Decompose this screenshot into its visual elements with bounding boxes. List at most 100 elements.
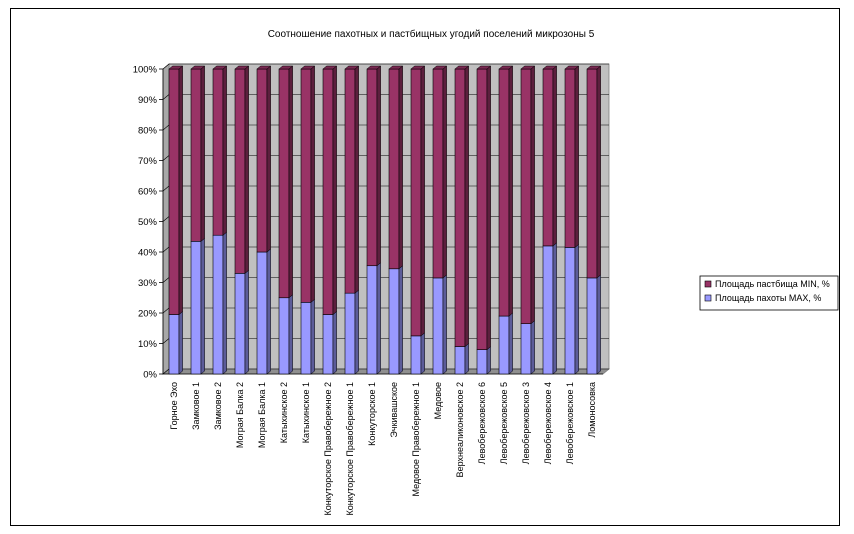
y-tick-label: 100% (133, 65, 158, 76)
bar-front (454, 68, 466, 347)
bar-front (520, 68, 532, 324)
x-tick-label: Левобережовское 1 (565, 382, 575, 464)
x-tick-label: Ломоносовка (587, 382, 597, 438)
bar-front (300, 68, 312, 303)
bar-side (376, 262, 381, 375)
bar-front (168, 314, 180, 375)
gridline-side (162, 124, 170, 131)
legend-swatch (704, 280, 712, 288)
bar-top (278, 65, 294, 70)
gridline-side (162, 338, 170, 344)
bar-top (168, 65, 184, 70)
bar-front (256, 251, 268, 375)
bar-front (168, 68, 180, 315)
bar-top (410, 65, 426, 70)
bar-front (212, 68, 224, 236)
x-tick-label: Левобережовское 3 (521, 382, 531, 464)
bar-side (244, 65, 249, 274)
gridline-side (162, 277, 170, 283)
bar-top (300, 65, 316, 70)
bar-side (442, 65, 447, 279)
bar-side (288, 294, 293, 375)
gridline-side (162, 246, 170, 253)
bar-arable (190, 237, 205, 375)
bar-front (366, 68, 378, 267)
bar-side (442, 274, 447, 375)
bar-side (596, 65, 601, 279)
chart: Соотношение пахотных и пастбищных угодий… (133, 28, 839, 515)
bar-top (212, 65, 228, 70)
bar-side (398, 265, 403, 375)
x-tick-label: Левобережовское 4 (543, 382, 553, 464)
bar-front (234, 68, 246, 274)
bar-side (200, 237, 205, 375)
bar-front (300, 302, 312, 375)
bar-front (410, 68, 422, 337)
bar-pasture (454, 65, 470, 348)
bar-arable (520, 320, 535, 375)
bar-front (344, 292, 356, 375)
bar-top (454, 65, 470, 70)
y-tick-label: 70% (138, 156, 158, 167)
bar-side (354, 289, 359, 375)
bar-front (564, 68, 576, 248)
bar-pasture (366, 65, 382, 267)
bar-side (464, 343, 469, 375)
x-tick-label: Замковое 2 (213, 382, 223, 430)
gridline-side (162, 155, 170, 161)
bar-pasture (344, 65, 360, 294)
bar-front (388, 268, 400, 375)
bar-side (486, 65, 491, 351)
bar-top (256, 65, 272, 70)
bar-arable (168, 310, 183, 375)
bar-top (476, 65, 492, 70)
bar-top (498, 65, 514, 70)
bar-front (278, 68, 290, 299)
legend-swatch (704, 294, 712, 302)
plot-floor (161, 368, 611, 375)
bar-top (586, 65, 602, 70)
y-tick-label: 40% (138, 248, 158, 259)
bar-side (244, 269, 249, 375)
bar-side (222, 65, 227, 236)
x-tick-label: Конкуторское Правобережное 1 (345, 382, 355, 515)
x-tick-label: Эчкивашское (389, 382, 399, 438)
bar-side (376, 65, 381, 267)
bar-side (508, 65, 513, 317)
x-tick-label: Медовое (433, 382, 443, 419)
bar-front (432, 68, 444, 279)
legend-label: Площадь пахоты MAX, % (715, 293, 821, 303)
bar-pasture (432, 65, 448, 279)
bar-top (344, 65, 360, 70)
bar-front (190, 241, 202, 375)
x-tick-label: Конкуторское Правобережное 2 (323, 382, 333, 515)
bar-top (234, 65, 250, 70)
legend: Площадь пастбища MIN, % Площадь пахоты MA… (699, 275, 839, 311)
bar-side (310, 298, 315, 375)
bar-arable (476, 346, 491, 375)
bar-arable (498, 312, 513, 375)
bar-front (586, 277, 598, 375)
legend-label: Площадь пастбища MIN, % (715, 279, 830, 289)
bar-top (388, 65, 404, 70)
y-tick-label: 20% (138, 309, 158, 320)
chart-frame: Соотношение пахотных и пастбищных угодий… (10, 8, 840, 526)
gridline-side (162, 63, 170, 70)
bar-side (310, 65, 315, 303)
bar-pasture (498, 65, 514, 317)
bar-front (432, 277, 444, 375)
bar-side (420, 332, 425, 375)
bar-side (332, 310, 337, 375)
bar-front (322, 314, 334, 375)
bar-arable (542, 242, 557, 375)
bar-front (476, 349, 488, 375)
bar-arable (454, 343, 469, 375)
gridline-side (162, 94, 170, 100)
bar-front (498, 68, 510, 317)
x-tick-label: Мограя Балка 2 (235, 382, 245, 448)
bar-side (332, 65, 337, 316)
x-tick-label: Горное Эхо (169, 382, 179, 430)
y-tick-label: 10% (138, 339, 158, 350)
bar-pasture (190, 65, 206, 242)
y-tick-label: 30% (138, 278, 158, 289)
